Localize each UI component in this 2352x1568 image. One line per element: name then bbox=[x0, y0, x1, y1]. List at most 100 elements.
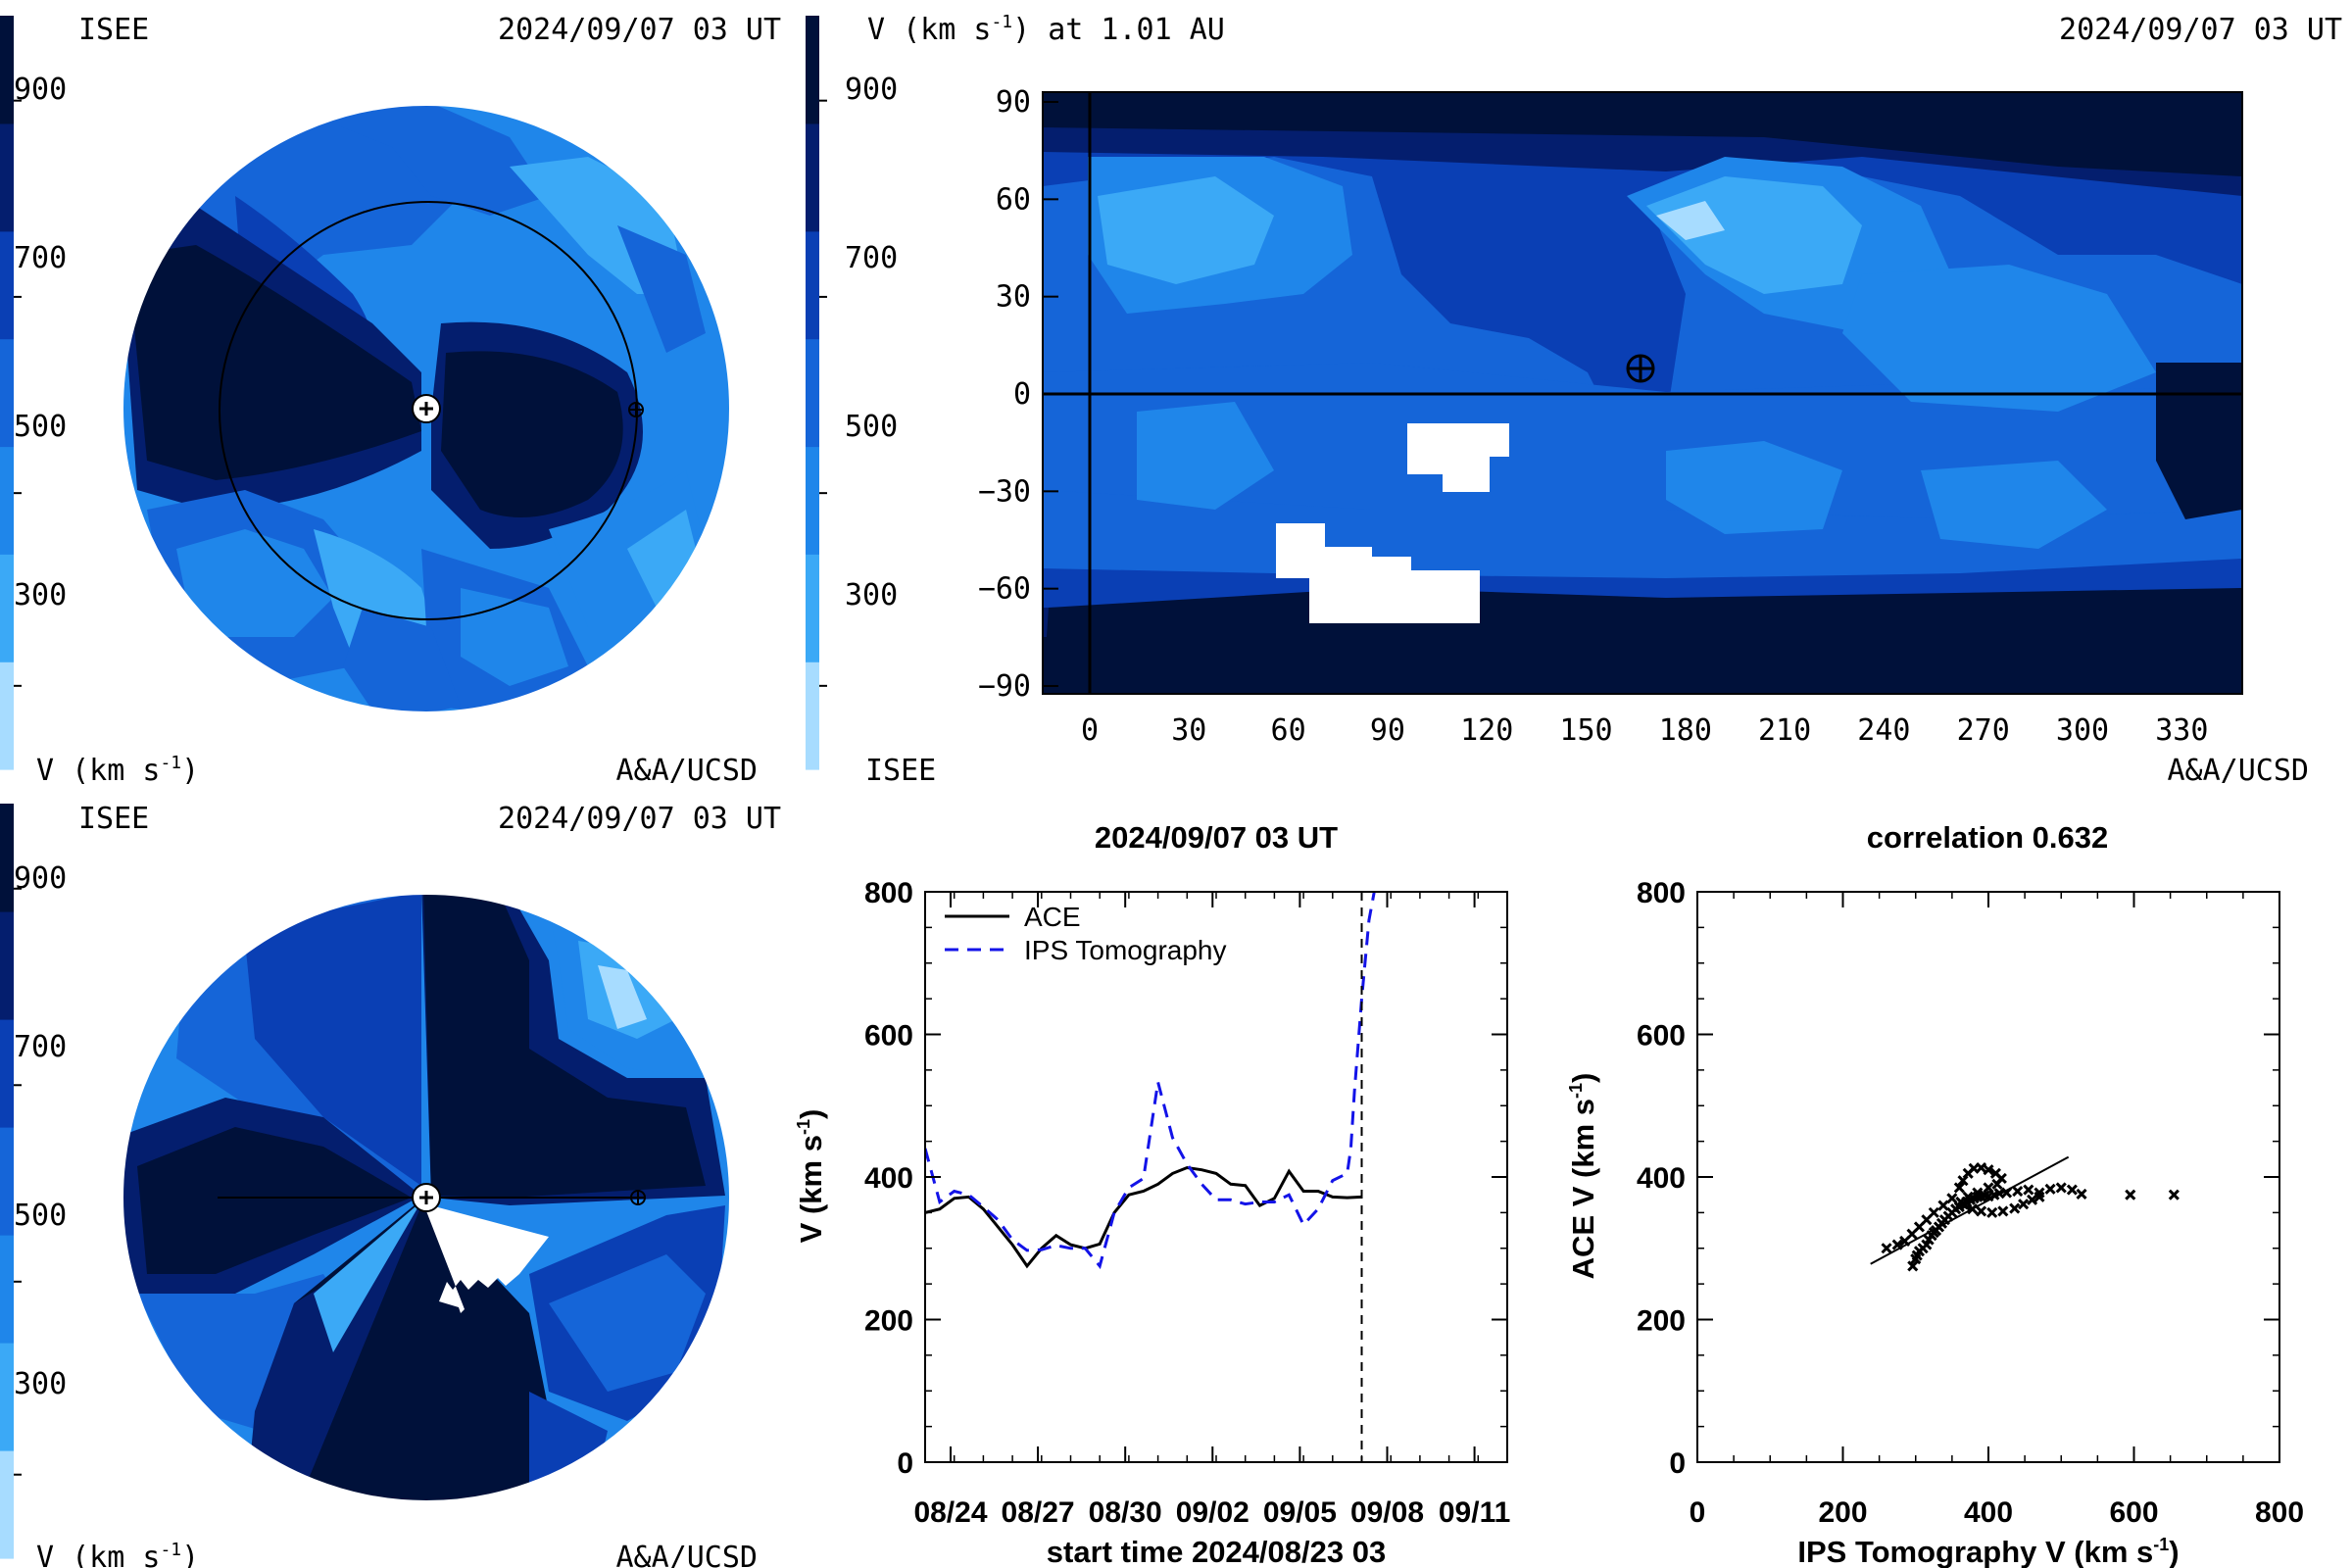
bottom-left-colorbar-tick: 300 bbox=[14, 1367, 67, 1401]
scatter-point bbox=[1976, 1205, 1987, 1217]
scatter-title: correlation 0.632 bbox=[1867, 820, 2108, 855]
longitude-tick-label: 330 bbox=[2155, 713, 2208, 748]
x-tick-label: 600 bbox=[2109, 1496, 2158, 1529]
longitude-tick-label: 180 bbox=[1659, 713, 1712, 748]
scatter-point bbox=[1983, 1164, 1994, 1176]
top-left-unit-label: V (km s-1) bbox=[36, 753, 199, 788]
colorbar-swatch bbox=[0, 446, 14, 555]
scatter-point bbox=[2125, 1189, 2136, 1200]
y-tick-label: 800 bbox=[864, 877, 913, 909]
bottom-left-disk-outline bbox=[122, 893, 731, 1502]
colorbar-swatch bbox=[0, 1127, 14, 1236]
longitude-tick-label: 30 bbox=[1171, 713, 1206, 748]
top-right-colorbar-tick: 500 bbox=[845, 410, 898, 444]
y-tick-label: 800 bbox=[1637, 877, 1686, 909]
scatter-point bbox=[2034, 1191, 2045, 1202]
scatter-panel: correlation 0.632 0 200 400 600 800 0 200 400 60… bbox=[1566, 820, 2304, 1568]
longitude-tick-label: 0 bbox=[1081, 713, 1099, 748]
x-tick-label: 08/27 bbox=[1002, 1496, 1075, 1529]
scatter-point bbox=[2168, 1189, 2180, 1200]
scatter-point bbox=[1953, 1182, 1965, 1194]
bottom-left-data-gap bbox=[423, 1203, 549, 1313]
latitude-tick-label: −90 bbox=[978, 669, 1031, 704]
top-right-panel: 900 700 500 300 V (km s-1) at 1.01 AU 20… bbox=[806, 12, 2342, 788]
bottom-left-sun-marker bbox=[412, 1183, 441, 1212]
colorbar-swatch bbox=[0, 1235, 14, 1344]
x-tick-label: 400 bbox=[1964, 1496, 2013, 1529]
colorbar-swatch bbox=[0, 1019, 14, 1128]
bottom-left-unit-label: V (km s-1) bbox=[36, 1540, 199, 1568]
longitude-tick-label: 120 bbox=[1460, 713, 1513, 748]
bottom-left-credit: A&A/UCSD bbox=[616, 1541, 759, 1568]
scatter-point bbox=[1986, 1206, 1998, 1218]
y-tick-label: 600 bbox=[1637, 1020, 1686, 1053]
ace-series-line bbox=[925, 1165, 1362, 1269]
longitude-tick-label: 240 bbox=[1857, 713, 1910, 748]
scatter-axes: 0 200 400 600 800 0 200 400 600 800 bbox=[1637, 877, 2304, 1529]
time-series-axes: 08/24 08/27 08/30 09/02 09/05 09/08 09/11 0 200 4… bbox=[864, 877, 1510, 1529]
y-tick-label: 600 bbox=[864, 1020, 913, 1053]
top-left-timestamp: 2024/09/07 03 UT bbox=[498, 13, 781, 47]
scatter-point bbox=[2044, 1183, 2056, 1195]
scatter-point bbox=[1991, 1178, 2003, 1190]
y-tick-label: 200 bbox=[864, 1305, 913, 1338]
x-tick-label: 800 bbox=[2255, 1496, 2304, 1529]
time-series-title: 2024/09/07 03 UT bbox=[1095, 820, 1338, 855]
colorbar-swatch bbox=[0, 1450, 14, 1559]
scatter-fit-line bbox=[1870, 1155, 2070, 1265]
longitude-tick-label: 90 bbox=[1370, 713, 1405, 748]
scatter-point bbox=[1997, 1205, 2009, 1217]
bottom-left-timestamp: 2024/09/07 03 UT bbox=[498, 802, 781, 836]
bottom-left-colorbar-tick: 900 bbox=[14, 861, 67, 896]
scatter-point bbox=[1937, 1200, 1949, 1211]
legend-ace-label: ACE bbox=[1024, 902, 1081, 932]
colorbar-swatch bbox=[0, 804, 14, 912]
colorbar-swatch bbox=[0, 1343, 14, 1451]
top-right-credit: A&A/UCSD bbox=[2168, 754, 2310, 788]
time-series-y-axis-label: V (km s-1) bbox=[794, 1109, 828, 1244]
ips-tomography-series-line bbox=[925, 892, 1376, 1270]
longitude-tick-label: 150 bbox=[1559, 713, 1612, 748]
scatter-x-axis-label: IPS Tomography V (km s-1) bbox=[1797, 1535, 2179, 1568]
top-left-disk-outline bbox=[122, 104, 731, 713]
scatter-point bbox=[2023, 1184, 2034, 1196]
scatter-point bbox=[1946, 1193, 1958, 1204]
y-tick-label: 0 bbox=[897, 1447, 913, 1480]
x-tick-label: 09/08 bbox=[1350, 1496, 1424, 1529]
top-left-earth-marker bbox=[628, 402, 644, 417]
scatter-point bbox=[2055, 1182, 2067, 1194]
longitude-tick-label: 300 bbox=[2056, 713, 2109, 748]
x-tick-label: 09/11 bbox=[1439, 1496, 1510, 1529]
x-tick-label: 09/05 bbox=[1263, 1496, 1337, 1529]
latitude-tick-label: 90 bbox=[996, 85, 1031, 120]
top-left-org-label: ISEE bbox=[78, 13, 149, 47]
y-tick-label: 400 bbox=[1637, 1162, 1686, 1195]
time-series-x-axis-label: start time 2024/08/23 03 bbox=[1047, 1535, 1386, 1568]
latitude-tick-label: −60 bbox=[978, 572, 1031, 607]
colorbar-swatch bbox=[0, 554, 14, 662]
top-right-title: V (km s-1) at 1.01 AU bbox=[867, 12, 1225, 47]
scatter-point bbox=[1881, 1243, 1892, 1254]
colorbar-swatch bbox=[806, 122, 819, 232]
latitude-tick-label: 0 bbox=[1013, 377, 1031, 412]
legend-ips-label: IPS Tomography bbox=[1024, 935, 1227, 965]
scatter-point bbox=[1983, 1182, 1994, 1194]
x-tick-label: 08/24 bbox=[913, 1496, 987, 1529]
x-tick-label: 09/02 bbox=[1176, 1496, 1250, 1529]
latitude-tick-label: 30 bbox=[996, 280, 1031, 315]
time-series-panel: 2024/09/07 03 UT 08/24 08/27 08/30 09/02 09/… bbox=[794, 820, 1510, 1568]
colorbar-swatch bbox=[0, 122, 14, 232]
top-right-org-label: ISEE bbox=[865, 754, 936, 788]
scatter-point bbox=[2018, 1199, 2030, 1210]
x-tick-label: 200 bbox=[1818, 1496, 1867, 1529]
top-right-data-gaps bbox=[1276, 423, 1509, 623]
colorbar-swatch bbox=[806, 446, 819, 555]
top-left-credit: A&A/UCSD bbox=[616, 754, 759, 788]
colorbar-swatch bbox=[0, 16, 14, 124]
bottom-left-colorbar-tick: 500 bbox=[14, 1199, 67, 1233]
scatter-point bbox=[2012, 1185, 2024, 1198]
top-left-colorbar bbox=[0, 16, 22, 770]
scatter-point bbox=[2026, 1194, 2038, 1205]
scatter-point bbox=[2076, 1188, 2087, 1200]
